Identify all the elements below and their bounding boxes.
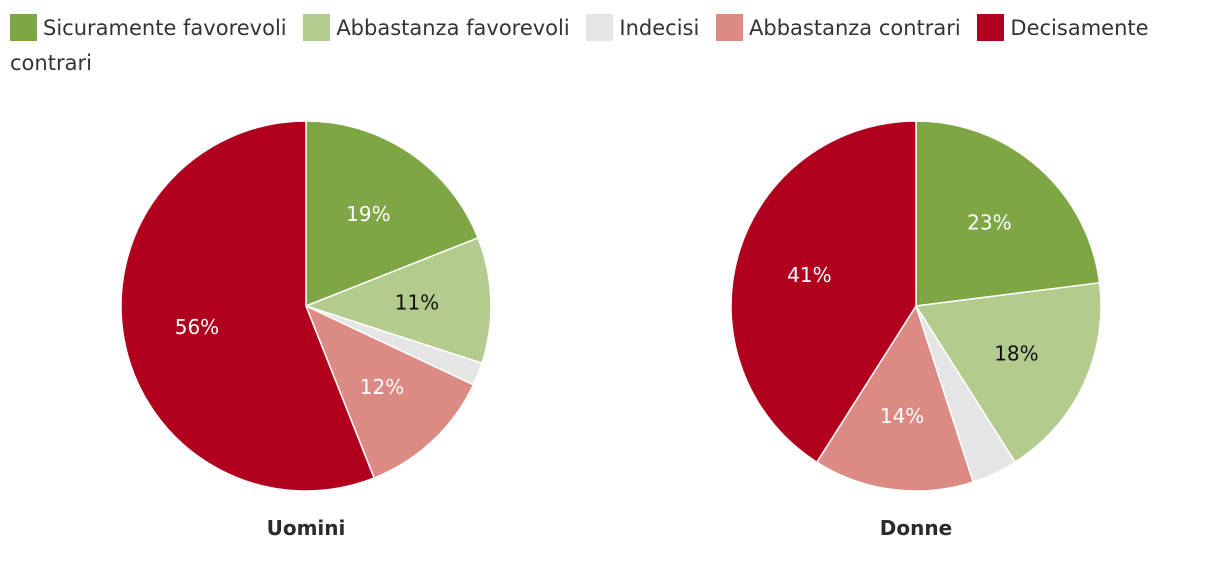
- pie-chart-uomini: 19% 11% 12% 56% Uomini: [120, 120, 492, 540]
- legend-item-decisamente-contrari: Decisamente contrari: [10, 14, 1149, 75]
- pie-slice-sicuramente-favorevoli: [305, 120, 479, 308]
- legend-item-abbastanza-contrari: Abbastanza contrari: [716, 14, 961, 41]
- pie-slice-decisamente-contrari: [730, 120, 917, 464]
- slice-label-sicuramente-favorevoli: 19%: [346, 202, 390, 226]
- legend-swatch: [303, 14, 331, 41]
- legend-swatch: [716, 14, 743, 41]
- legend-item-sicuramente-favorevoli: Sicuramente favorevoli: [10, 14, 287, 41]
- slice-label-abbastanza-contrari: 14%: [880, 404, 924, 428]
- pie-slice-abbastanza-favorevoli: [914, 281, 1102, 464]
- legend-label: Abbastanza favorevoli: [336, 16, 570, 40]
- legend: Sicuramente favorevoli Abbastanza favore…: [10, 11, 1200, 81]
- slice-label-abbastanza-favorevoli: 11%: [395, 291, 439, 315]
- legend-label: Sicuramente favorevoli: [43, 16, 287, 40]
- pie-slice-abbastanza-favorevoli: [303, 236, 492, 365]
- legend-item-abbastanza-favorevoli: Abbastanza favorevoli: [303, 14, 570, 41]
- pie-slice-abbastanza-contrari: [815, 304, 975, 492]
- chart-title: Donne: [880, 516, 952, 540]
- chart-title: Uomini: [267, 516, 346, 540]
- legend-label: Indecisi: [619, 16, 700, 40]
- legend-swatch: [586, 14, 614, 41]
- pie-slice-decisamente-contrari: [120, 120, 376, 492]
- slice-label-abbastanza-favorevoli: 18%: [994, 341, 1038, 365]
- pie-slice-sicuramente-favorevoli: [915, 120, 1101, 307]
- legend-label: Abbastanza contrari: [749, 16, 961, 40]
- slice-label-sicuramente-favorevoli: 23%: [967, 211, 1011, 235]
- legend-swatch: [977, 14, 1005, 41]
- slice-label-abbastanza-contrari: 12%: [360, 375, 404, 399]
- legend-label: Decisamente contrari: [10, 16, 1149, 75]
- pie-chart-donne: 23% 18% 14% 41% Donne: [730, 120, 1102, 540]
- slice-label-decisamente-contrari: 56%: [175, 315, 219, 339]
- slice-label-decisamente-contrari: 41%: [787, 263, 831, 287]
- legend-item-indecisi: Indecisi: [586, 14, 700, 41]
- pie-slice-abbastanza-contrari: [304, 304, 475, 479]
- legend-swatch: [10, 14, 37, 41]
